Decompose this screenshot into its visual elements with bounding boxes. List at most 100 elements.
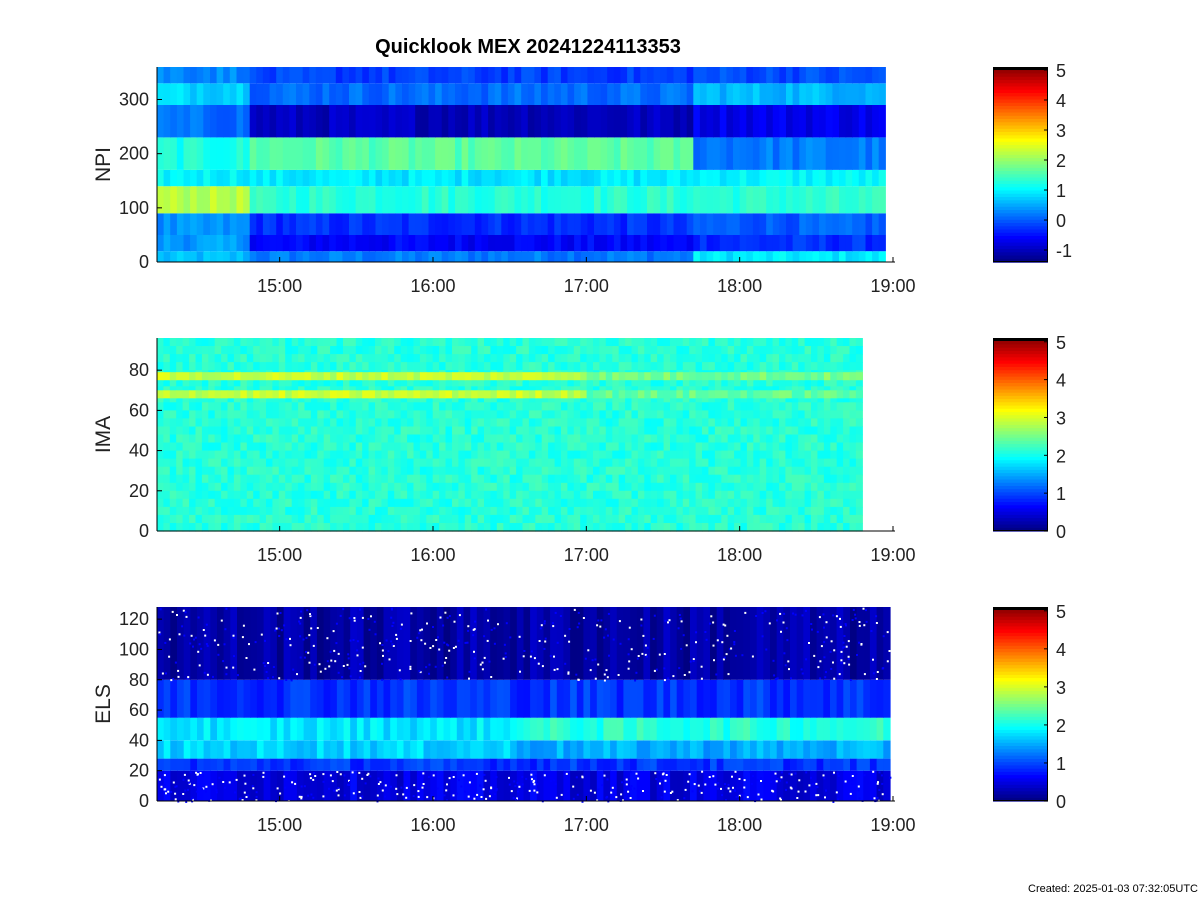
- heatmap-cell: [618, 410, 626, 419]
- heatmap-cell: [849, 466, 857, 476]
- heatmap-cell: [426, 354, 434, 363]
- heatmap-cell: [791, 466, 799, 476]
- colorbar-segment: [993, 112, 1048, 117]
- heatmap-cell: [753, 394, 761, 403]
- heatmap-cell: [269, 104, 277, 138]
- heatmap-cell: [298, 418, 306, 427]
- heatmap-cell: [878, 234, 886, 252]
- heatmap-cell: [663, 458, 671, 468]
- heatmap-cell: [727, 434, 735, 444]
- heatmap-cell: [376, 740, 385, 759]
- heatmap-cell: [509, 354, 517, 363]
- heatmap-cell: [600, 213, 608, 235]
- heatmap-cell: [163, 506, 171, 516]
- heatmap-cell: [528, 372, 536, 381]
- heatmap-cell: [343, 770, 351, 801]
- heatmap-cell: [843, 498, 851, 508]
- heatmap-cell: [317, 498, 325, 508]
- heatmap-cell: [770, 717, 778, 741]
- heatmap-cell: [785, 490, 793, 500]
- heatmap-cell: [169, 466, 177, 476]
- heatmap-cell: [285, 506, 293, 516]
- heatmap-cell: [573, 426, 581, 436]
- heatmap-cell: [383, 679, 391, 718]
- heatmap-cell: [516, 338, 524, 347]
- heatmap-cell: [464, 523, 472, 532]
- heatmap-cell: [599, 482, 607, 492]
- heatmap-cell: [176, 482, 184, 492]
- heatmap-cell: [269, 213, 277, 235]
- heatmap-cell: [298, 523, 306, 532]
- heatmap-cell: [516, 390, 524, 399]
- heatmap-cell: [594, 104, 602, 138]
- heatmap-cell: [458, 362, 466, 371]
- colorbar-segment: [993, 463, 1048, 468]
- heatmap-cell: [618, 450, 626, 460]
- heatmap-cell: [849, 378, 857, 387]
- heatmap-cell: [666, 213, 674, 235]
- heatmap-cell: [176, 169, 185, 187]
- heatmap-cell: [830, 354, 838, 363]
- heatmap-cell: [849, 418, 857, 427]
- heatmap-cell: [289, 83, 297, 105]
- heatmap-cell: [458, 372, 466, 381]
- heatmap-cell: [190, 679, 198, 718]
- colorbar-segment: [993, 415, 1048, 419]
- heatmap-cell: [342, 186, 350, 214]
- heatmap-cell: [666, 104, 674, 138]
- heatmap-cell: [157, 338, 164, 347]
- heatmap-cell: [734, 458, 742, 468]
- heatmap-cell: [196, 83, 204, 105]
- heatmap-cell: [296, 251, 304, 262]
- heatmap-cell: [310, 418, 318, 427]
- heatmap-cell: [676, 758, 684, 771]
- heatmap-cell: [573, 474, 581, 484]
- heatmap-cell: [355, 474, 363, 484]
- heatmap-cell: [237, 717, 245, 741]
- heatmap-cell: [522, 458, 530, 468]
- heatmap-cell: [468, 251, 476, 262]
- heatmap-cell: [349, 346, 357, 355]
- heatmap-cell: [272, 402, 280, 411]
- heatmap-cell: [607, 186, 615, 214]
- heatmap-cell: [746, 169, 754, 187]
- heatmap-cell: [825, 104, 833, 138]
- heatmap-cell: [445, 372, 453, 381]
- heatmap-cell: [223, 251, 231, 262]
- heatmap-cell: [182, 346, 190, 355]
- heatmap-cell: [336, 717, 345, 741]
- heatmap-cell: [496, 498, 504, 508]
- heatmap-cell: [746, 506, 754, 516]
- heatmap-cell: [381, 482, 389, 492]
- heatmap-cell: [766, 67, 774, 84]
- heatmap-cell: [803, 679, 811, 718]
- heatmap-cell: [201, 426, 209, 436]
- heatmap-cell: [547, 83, 555, 105]
- heatmap-cell: [176, 213, 185, 235]
- heatmap-cell: [278, 450, 286, 460]
- heatmap-cell: [253, 434, 261, 444]
- heatmap-cell: [432, 410, 440, 419]
- heatmap-cell: [413, 523, 421, 532]
- heatmap-cell: [690, 717, 698, 741]
- heatmap-cell: [766, 137, 774, 170]
- heatmap-cell: [223, 186, 231, 214]
- heatmap-cell: [708, 474, 716, 484]
- heatmap-cell: [689, 410, 697, 419]
- heatmap-cell: [686, 234, 694, 252]
- heatmap-cell: [216, 251, 224, 262]
- heatmap-cell: [832, 169, 840, 187]
- heatmap-cell: [823, 362, 831, 371]
- heatmap-cell: [285, 338, 293, 347]
- heatmap-cell: [448, 251, 456, 262]
- heatmap-cell: [503, 378, 511, 387]
- heatmap-cell: [766, 490, 774, 500]
- heatmap-cell: [854, 617, 857, 620]
- heatmap-cell: [644, 458, 652, 468]
- heatmap-cell: [195, 482, 203, 492]
- heatmap-cell: [390, 679, 398, 718]
- heatmap-cell: [355, 104, 363, 138]
- heatmap-cell: [355, 338, 363, 347]
- heatmap-cell: [157, 346, 164, 355]
